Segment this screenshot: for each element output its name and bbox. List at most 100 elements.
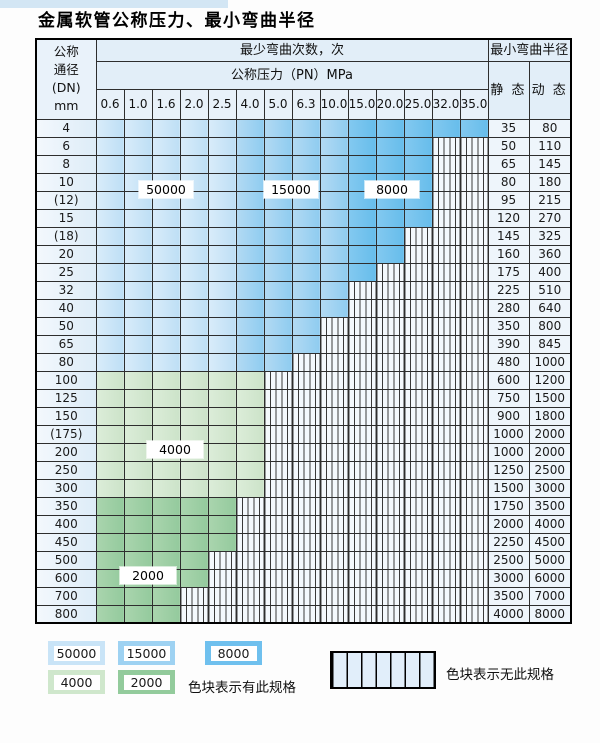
- legend-has-spec-text: 色块表示有此规格: [188, 680, 296, 696]
- no-spec-cell: [375, 586, 405, 606]
- spec-table-wrapper: 公称 通径 (DN) mm 最少弯曲次数，次 最小弯曲半径 公称压力（PN）MP…: [35, 38, 572, 624]
- spec-available-cell: [95, 244, 125, 264]
- spec-available-cell: [291, 262, 321, 282]
- spec-available-cell: [347, 262, 377, 282]
- dynamic-radius-cell: 270: [528, 208, 572, 228]
- no-spec-cell: [431, 496, 461, 516]
- spec-available-cell: [95, 298, 125, 318]
- no-spec-cell: [431, 172, 461, 192]
- spec-available-cell: [347, 226, 377, 246]
- table-row: 250 1250 2500: [35, 460, 572, 480]
- dynamic-radius-cell: 845: [528, 334, 572, 354]
- spec-available-cell: [235, 262, 265, 282]
- no-spec-cell: [431, 532, 461, 552]
- spec-available-cell: [375, 244, 405, 264]
- spec-available-cell: [235, 388, 265, 408]
- dynamic-radius-cell: 3000: [528, 478, 572, 498]
- spec-available-cell: [123, 388, 153, 408]
- no-spec-cell: [431, 280, 461, 300]
- spec-available-cell: [95, 352, 125, 372]
- no-spec-cell: [431, 388, 461, 408]
- spec-available-cell: [235, 118, 265, 138]
- static-radius-cell: 225: [487, 280, 530, 300]
- no-spec-cell: [291, 604, 321, 624]
- no-spec-cell: [291, 424, 321, 444]
- spec-available-cell: [151, 244, 181, 264]
- no-spec-cell: [291, 388, 321, 408]
- no-spec-cell: [263, 370, 293, 390]
- spec-available-cell: [151, 298, 181, 318]
- spec-available-cell: [319, 226, 349, 246]
- no-spec-cell: [431, 190, 461, 210]
- spec-available-cell: [207, 532, 237, 552]
- dn-cell: 150: [35, 406, 97, 426]
- no-spec-cell: [459, 532, 489, 552]
- spec-available-cell: [95, 460, 125, 480]
- spec-available-cell: [207, 406, 237, 426]
- no-spec-cell: [263, 478, 293, 498]
- spec-available-cell: [151, 478, 181, 498]
- spec-available-cell: [319, 298, 349, 318]
- dn-cell: (18): [35, 226, 97, 246]
- spec-available-cell: [95, 136, 125, 156]
- spec-available-cell: [95, 514, 125, 534]
- static-radius-cell: 3500: [487, 586, 530, 606]
- no-spec-cell: [403, 334, 433, 354]
- spec-available-cell: [151, 280, 181, 300]
- dn-cell: 350: [35, 496, 97, 516]
- spec-available-cell: [263, 280, 293, 300]
- no-spec-cell: [431, 298, 461, 318]
- no-spec-cell: [347, 442, 377, 462]
- dynamic-radius-cell: 800: [528, 316, 572, 336]
- dn-cell: 125: [35, 388, 97, 408]
- dn-cell: 8: [35, 154, 97, 174]
- table-row: 50 350 800: [35, 316, 572, 336]
- spec-available-cell: [95, 370, 125, 390]
- no-spec-cell: [375, 478, 405, 498]
- spec-available-cell: [179, 532, 209, 552]
- spec-available-cell: [347, 154, 377, 174]
- spec-available-cell: [207, 154, 237, 174]
- no-spec-cell: [431, 136, 461, 156]
- legend-chip-label: 15000: [123, 645, 170, 661]
- spec-available-cell: [179, 406, 209, 426]
- no-spec-cell: [403, 244, 433, 264]
- dynamic-radius-cell: 7000: [528, 586, 572, 606]
- static-column-header: 静 态: [487, 60, 530, 120]
- spec-available-cell: [123, 244, 153, 264]
- no-spec-cell: [319, 586, 349, 606]
- no-spec-cell: [263, 424, 293, 444]
- spec-available-cell: [123, 316, 153, 336]
- table-row: 500 2500 5000: [35, 550, 572, 570]
- no-spec-cell: [235, 568, 265, 588]
- spec-available-cell: [123, 478, 153, 498]
- spec-available-cell: [263, 118, 293, 138]
- spec-available-cell: [235, 334, 265, 354]
- no-spec-cell: [431, 478, 461, 498]
- spec-available-cell: [123, 496, 153, 516]
- static-radius-cell: 600: [487, 370, 530, 390]
- legend-chip-50000: 50000: [48, 641, 105, 665]
- no-spec-cell: [291, 442, 321, 462]
- dn-cell: 800: [35, 604, 97, 624]
- spec-available-cell: [123, 604, 153, 624]
- spec-available-cell: [207, 478, 237, 498]
- spec-available-cell: [151, 550, 181, 570]
- legend-chip-15000: 15000: [118, 641, 175, 665]
- spec-available-cell: [291, 208, 321, 228]
- dn-cell: 4: [35, 118, 97, 138]
- spec-available-cell: [95, 496, 125, 516]
- dn-cell: 500: [35, 550, 97, 570]
- spec-available-cell: [95, 586, 125, 606]
- spec-available-cell: [179, 118, 209, 138]
- pressure-col-header: 15.0: [347, 88, 377, 120]
- static-radius-cell: 1000: [487, 442, 530, 462]
- no-spec-cell: [403, 550, 433, 570]
- legend-no-spec-swatch: [330, 651, 436, 689]
- no-spec-cell: [459, 136, 489, 156]
- spec-available-cell: [207, 136, 237, 156]
- spec-available-cell: [95, 424, 125, 444]
- spec-available-cell: [151, 136, 181, 156]
- dynamic-radius-cell: 180: [528, 172, 572, 192]
- spec-available-cell: [179, 496, 209, 516]
